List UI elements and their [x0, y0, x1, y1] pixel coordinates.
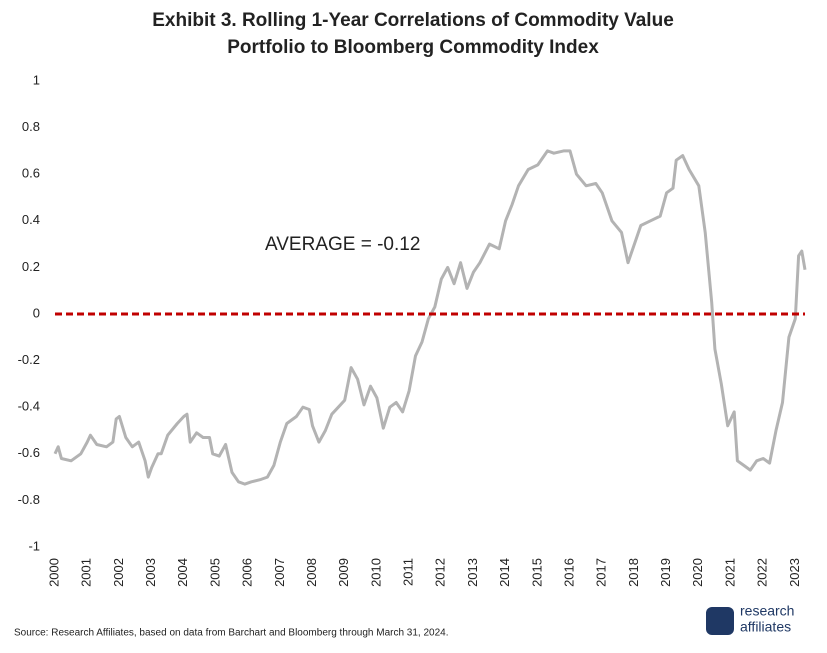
- x-tick-label: 2013: [465, 558, 480, 587]
- y-tick-label: 0.6: [22, 166, 40, 181]
- x-tick-label: 2014: [497, 558, 512, 587]
- x-tick-label: 2011: [401, 558, 416, 586]
- x-tick-label: 2009: [336, 558, 351, 587]
- y-tick-label: -0.2: [18, 352, 40, 367]
- y-tick-label: 0: [33, 305, 40, 320]
- chart-title: Exhibit 3. Rolling 1-Year Correlations o…: [152, 10, 674, 31]
- x-tick-label: 2005: [207, 558, 222, 587]
- x-tick-label: 2010: [368, 558, 383, 587]
- x-tick-label: 2020: [690, 558, 705, 587]
- x-tick-label: 2016: [561, 558, 576, 587]
- x-tick-label: 2015: [529, 558, 544, 587]
- x-tick-label: 2023: [787, 558, 802, 587]
- data-line: [53, 149, 807, 486]
- x-tick-label: 2004: [175, 558, 190, 587]
- logo-icon: [706, 607, 734, 635]
- x-tick-label: 2022: [755, 558, 770, 587]
- logo-text: research: [740, 603, 794, 619]
- chart-title: Portfolio to Bloomberg Commodity Index: [227, 37, 599, 58]
- x-tick-label: 2002: [111, 558, 126, 587]
- y-tick-label: -1: [28, 538, 40, 553]
- annotation: AVERAGE = -0.12: [265, 234, 420, 255]
- x-tick-label: 2019: [658, 558, 673, 587]
- x-tick-label: 2006: [240, 558, 255, 587]
- x-tick-label: 2018: [626, 558, 641, 587]
- y-tick-label: 1: [33, 72, 40, 87]
- x-tick-label: 2003: [143, 558, 158, 587]
- x-tick-label: 2017: [594, 558, 609, 587]
- y-tick-label: -0.6: [18, 445, 40, 460]
- y-tick-label: 0.8: [22, 119, 40, 134]
- y-tick-label: 0.4: [22, 212, 40, 227]
- y-tick-label: -0.4: [18, 399, 40, 414]
- y-tick-label: 0.2: [22, 259, 40, 274]
- x-tick-label: 2000: [46, 558, 61, 587]
- x-tick-label: 2007: [272, 558, 287, 587]
- logo-text: affiliates: [740, 619, 791, 635]
- source: Source: Research Affiliates, based on da…: [14, 628, 449, 639]
- y-tick-label: -0.8: [18, 492, 40, 507]
- x-tick-label: 2021: [722, 558, 737, 587]
- x-tick-label: 2001: [79, 558, 94, 587]
- x-tick-label: 2012: [433, 558, 448, 587]
- logo: research affiliates: [706, 603, 794, 635]
- x-tick-label: 2008: [304, 558, 319, 587]
